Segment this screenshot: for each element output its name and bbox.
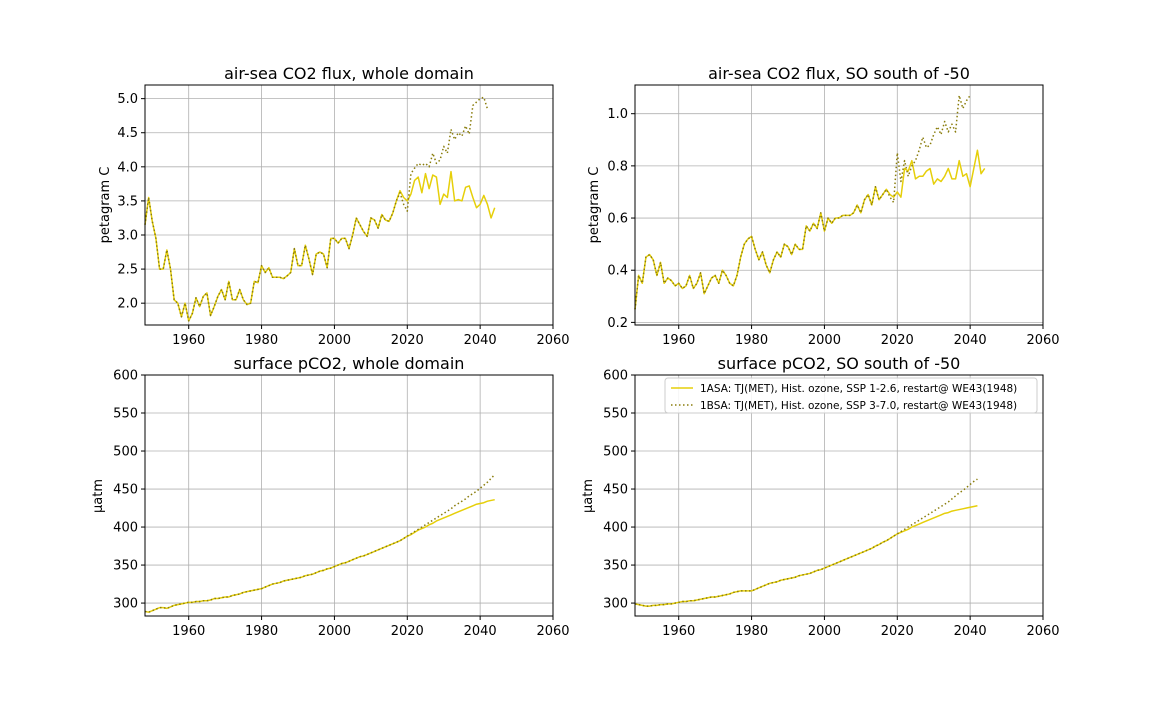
y-tick-label: 5.0: [117, 92, 138, 107]
x-tick-label: 2020: [881, 624, 914, 639]
y-tick-label: 0.8: [607, 159, 628, 174]
x-tick-label: 2060: [1026, 624, 1059, 639]
legend: 1ASA: TJ(MET), Hist. ozone, SSP 1-2.6, r…: [664, 377, 1038, 414]
x-tick-label: 1960: [662, 624, 695, 639]
series-line-1asa: [634, 505, 978, 607]
y-tick-label: 300: [113, 597, 138, 612]
x-tick-label: 2060: [536, 624, 569, 639]
y-tick-label: 3.0: [117, 229, 138, 244]
series-line-1bsa: [144, 474, 496, 613]
x-tick-label: 2060: [536, 333, 569, 348]
x-tick-label: 2040: [954, 333, 987, 348]
x-tick-label: 2020: [391, 624, 424, 639]
axes-frame: [634, 84, 1044, 326]
x-tick-label: 1980: [735, 333, 768, 348]
panel-title: air-sea CO2 flux, SO south of -50: [708, 64, 970, 83]
axes-frame: [634, 374, 1044, 617]
y-axis-label: μatm: [581, 479, 596, 513]
x-tick-label: 1980: [245, 333, 278, 348]
y-tick-label: 0.6: [607, 212, 628, 227]
y-tick-label: 300: [603, 597, 628, 612]
y-tick-label: 0.2: [607, 316, 628, 331]
x-tick-label: 2000: [808, 624, 841, 639]
y-axis-label: petagram C: [98, 167, 113, 244]
y-tick-label: 3.5: [117, 194, 138, 209]
y-tick-label: 2.5: [117, 263, 138, 278]
panel-pco2-whole-domain: surface pCO2, whole domain μatm 1960 1980…: [91, 354, 570, 639]
x-tick-label: 2000: [318, 624, 351, 639]
y-axis-label: μatm: [91, 479, 106, 513]
panel-co2-flux-so-south: air-sea CO2 flux, SO south of -50 petagr…: [587, 64, 1060, 348]
x-tick-label: 2040: [954, 624, 987, 639]
y-tick-label: 600: [113, 369, 138, 384]
y-tick-label: 550: [113, 407, 138, 422]
panel-co2-flux-whole-domain: air-sea CO2 flux, whole domain petagram …: [98, 64, 570, 348]
y-tick-label: 450: [113, 483, 138, 498]
legend-label-1asa: 1ASA: TJ(MET), Hist. ozone, SSP 1-2.6, r…: [700, 383, 1017, 395]
y-tick-label: 500: [113, 445, 138, 460]
panel-pco2-so-south: surface pCO2, SO south of -50 μatm 1960 1…: [581, 354, 1060, 639]
x-tick-label: 2040: [464, 624, 497, 639]
y-tick-label: 4.0: [117, 160, 138, 175]
axes-frame: [144, 84, 554, 326]
x-tick-label: 2040: [464, 333, 497, 348]
panel-title: surface pCO2, SO south of -50: [718, 354, 961, 373]
y-tick-label: 550: [603, 407, 628, 422]
y-tick-label: 400: [113, 521, 138, 536]
y-tick-label: 450: [603, 483, 628, 498]
axes-frame: [144, 374, 554, 617]
y-tick-label: 2.0: [117, 297, 138, 312]
panel-title: air-sea CO2 flux, whole domain: [224, 64, 474, 83]
y-tick-label: 500: [603, 445, 628, 460]
series-line-1bsa: [634, 94, 971, 310]
y-tick-label: 1.0: [607, 107, 628, 122]
legend-box: [664, 377, 1038, 414]
x-tick-label: 2060: [1026, 333, 1059, 348]
x-tick-label: 2020: [391, 333, 424, 348]
y-tick-label: 4.5: [117, 126, 138, 141]
x-tick-label: 2020: [881, 333, 914, 348]
legend-label-1bsa: 1BSA: TJ(MET), Hist. ozone, SSP 3-7.0, r…: [700, 400, 1017, 412]
panel-title: surface pCO2, whole domain: [234, 354, 465, 373]
x-tick-label: 2000: [318, 333, 351, 348]
x-tick-label: 1980: [735, 624, 768, 639]
y-axis-label: petagram C: [587, 167, 602, 244]
series-line-1asa: [144, 170, 496, 322]
y-tick-label: 600: [603, 369, 628, 384]
x-tick-label: 2000: [808, 333, 841, 348]
y-tick-label: 350: [113, 559, 138, 574]
x-tick-label: 1960: [172, 333, 205, 348]
y-tick-label: 0.4: [607, 264, 628, 279]
series-line-1bsa: [144, 96, 489, 322]
y-tick-label: 350: [603, 559, 628, 574]
series-line-1asa: [634, 149, 986, 310]
x-tick-label: 1980: [245, 624, 278, 639]
x-tick-label: 1960: [662, 333, 695, 348]
y-tick-label: 400: [603, 521, 628, 536]
x-tick-label: 1960: [172, 624, 205, 639]
